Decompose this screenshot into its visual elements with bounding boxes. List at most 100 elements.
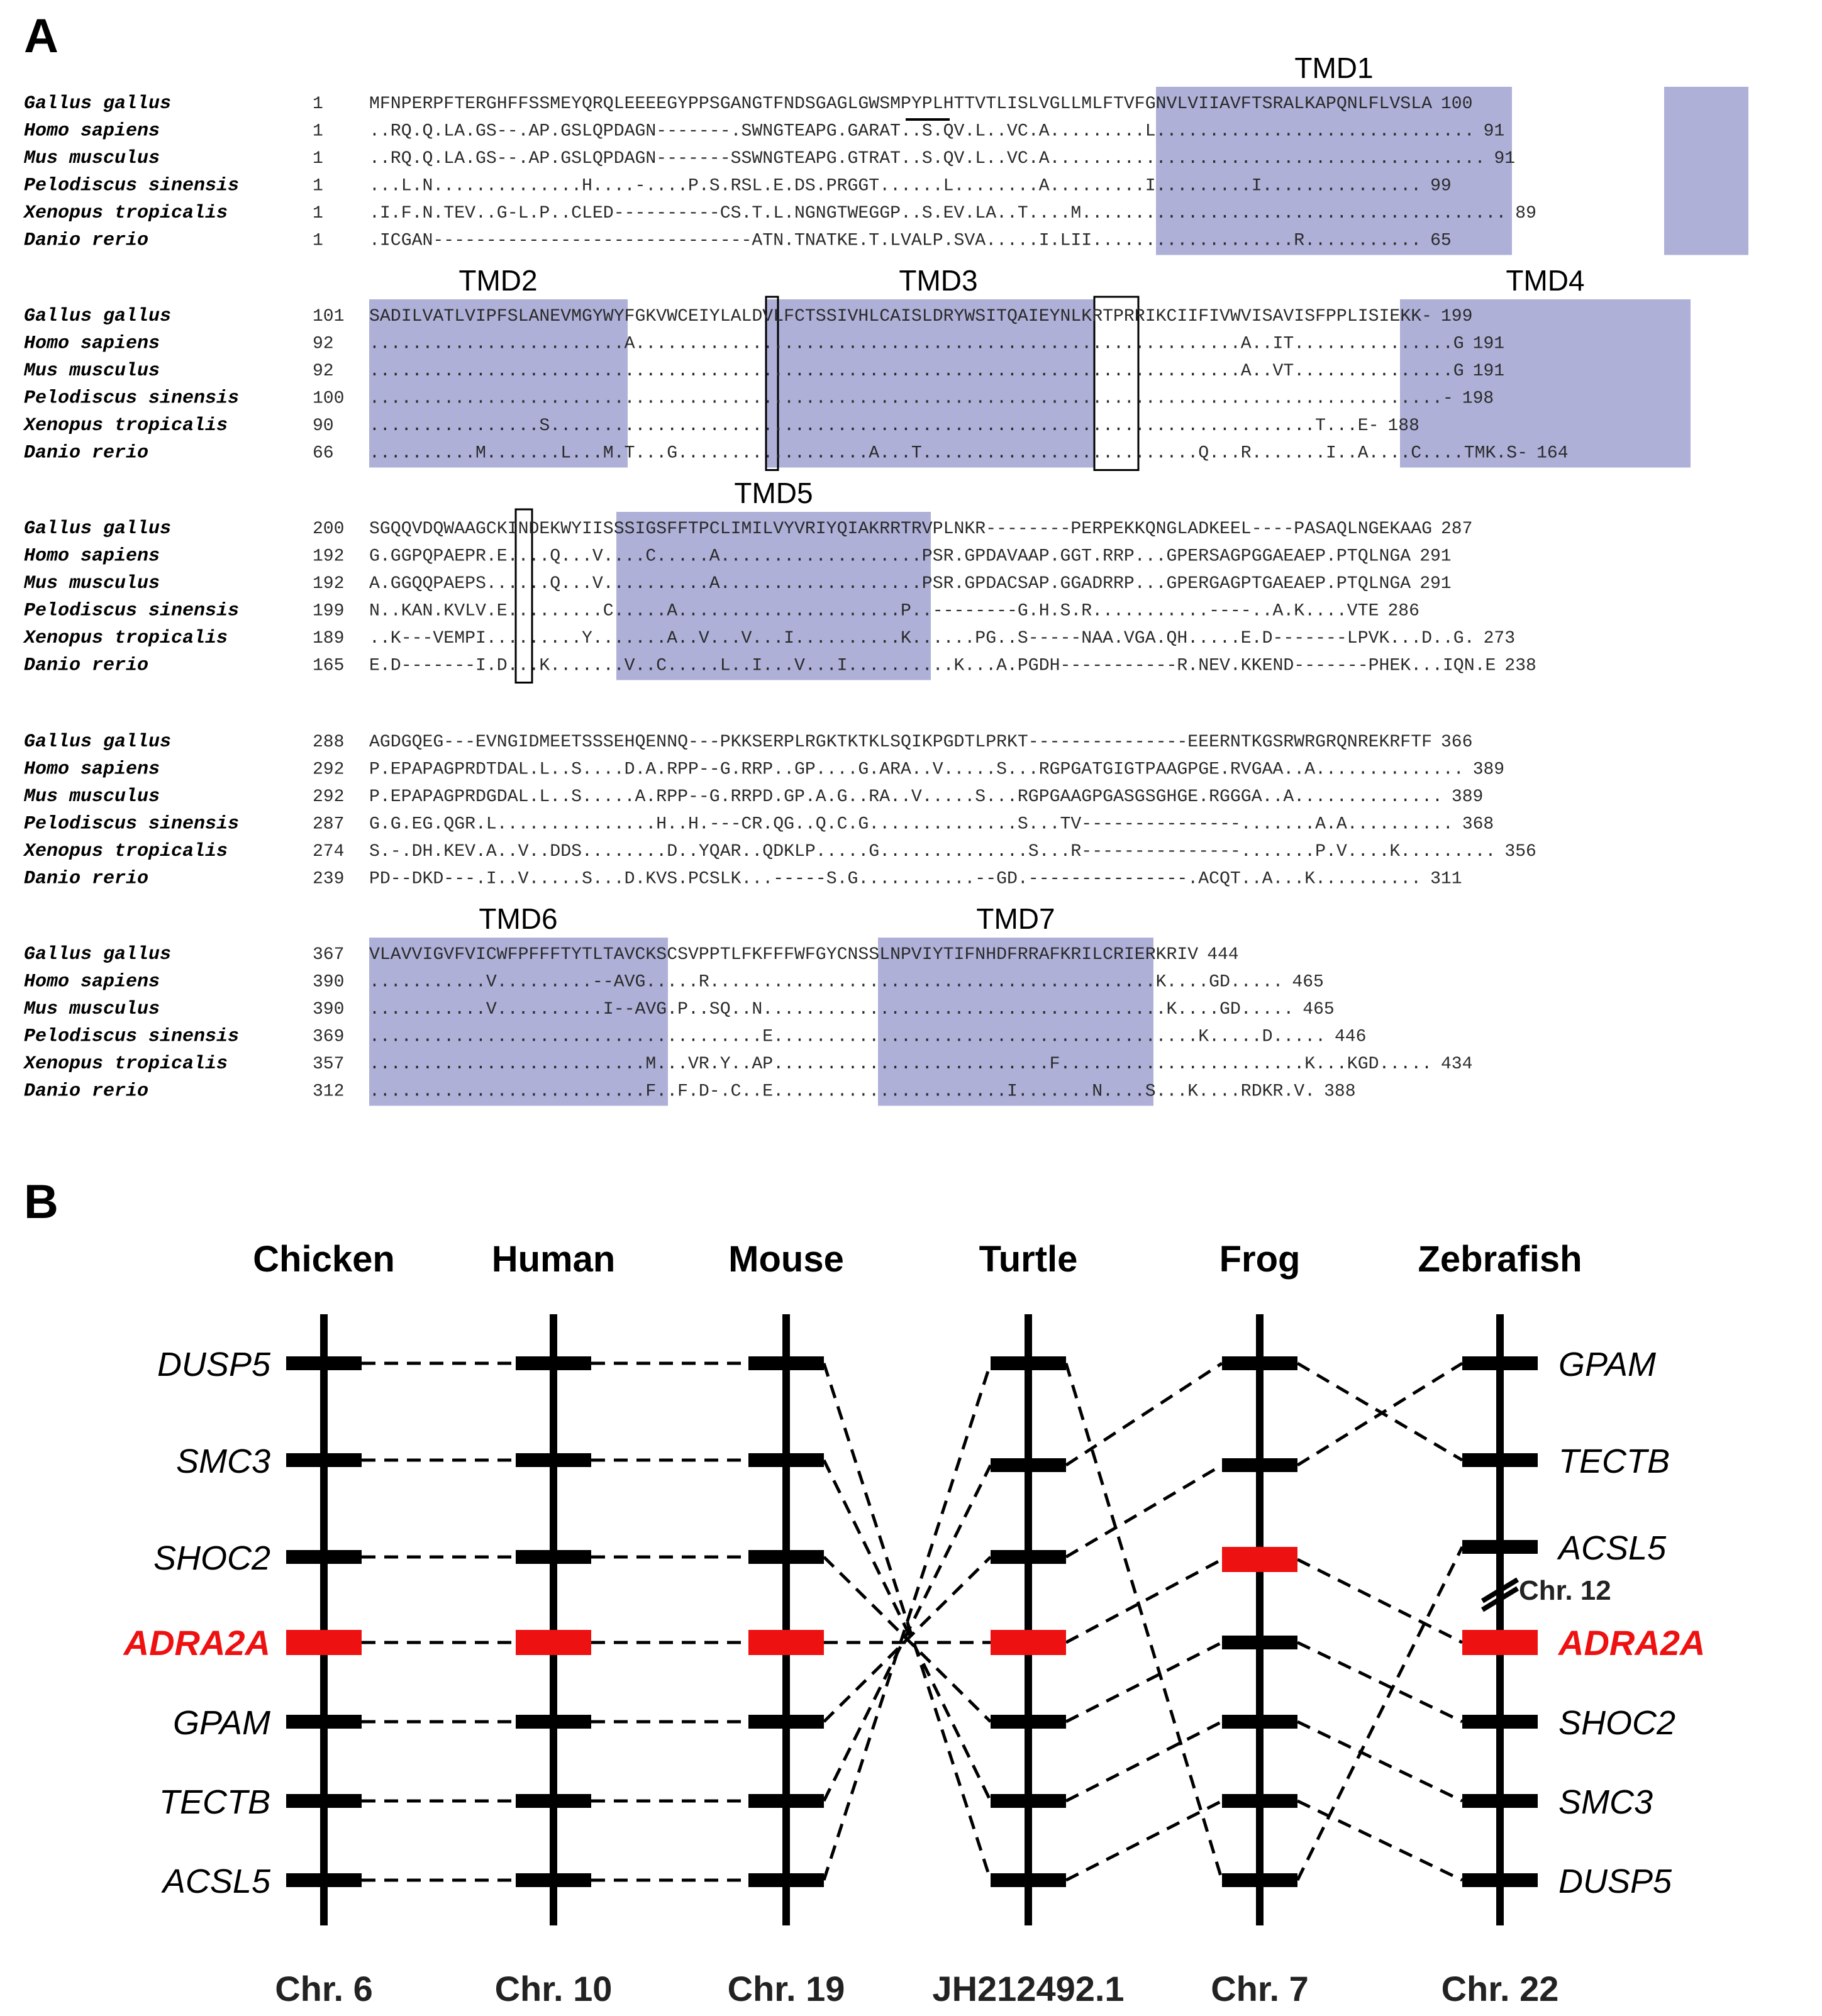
seq-end-position: 465: [1292, 973, 1323, 992]
species-name: Gallus gallus: [24, 731, 171, 753]
chromosome-label: Chr. 10: [495, 1969, 613, 2008]
seq-start-position: 199: [313, 602, 344, 621]
seq-end-position: 389: [1452, 787, 1483, 807]
seq-end-position: 273: [1484, 629, 1515, 648]
gene-label: SMC3: [1558, 1783, 1653, 1821]
gene-tick: [1462, 1540, 1538, 1554]
conserved-motif-box: [765, 296, 779, 471]
species-name: Xenopus tropicalis: [23, 628, 228, 649]
sequence-row: ........................................…: [369, 362, 1464, 381]
seq-start-position: 165: [313, 656, 344, 676]
gene-tick: [991, 1794, 1066, 1808]
tmd-label: TMD7: [976, 902, 1055, 935]
seq-start-position: 200: [313, 519, 344, 539]
seq-start-position: 369: [313, 1027, 344, 1047]
seq-end-position: 446: [1335, 1027, 1366, 1047]
sequence-row: ..........................F..F.D-.C..E..…: [369, 1082, 1315, 1102]
gene-tick: [748, 1715, 824, 1729]
seq-end-position: 434: [1441, 1055, 1472, 1074]
ortholog-link: [1296, 1799, 1464, 1882]
tmd-label: TMD3: [899, 264, 977, 297]
seq-end-position: 164: [1536, 444, 1568, 463]
species-name: Mus musculus: [23, 786, 160, 807]
conserved-motif-box: [514, 508, 533, 684]
seq-start-position: 192: [313, 547, 344, 567]
species-name: Danio rerio: [24, 655, 148, 677]
gene-label: TECTB: [159, 1783, 270, 1821]
seq-end-position: 291: [1419, 547, 1451, 567]
species-name: Pelodiscus sinensis: [24, 601, 239, 622]
seq-start-position: 287: [313, 815, 344, 834]
adra2a-marker: [286, 1630, 362, 1655]
tmd-label: TMD5: [734, 477, 813, 509]
tmd-shade: [616, 512, 931, 680]
tmd-shade: [766, 299, 1094, 468]
gene-tick: [748, 1453, 824, 1467]
gene-tick: [1462, 1715, 1538, 1729]
gene-tick: [286, 1715, 362, 1729]
adra2a-marker: [1462, 1630, 1538, 1655]
species-name: Xenopus tropicalis: [23, 1053, 228, 1075]
species-name: Homo sapiens: [24, 972, 160, 993]
tmd-shade: [878, 938, 1153, 1106]
species-name: Homo sapiens: [24, 546, 160, 567]
seq-start-position: 274: [313, 842, 344, 861]
species-name: Xenopus tropicalis: [23, 202, 228, 224]
species-name: Mus musculus: [23, 573, 160, 594]
gene-tick: [1222, 1356, 1297, 1370]
species-column-title: Zebrafish: [1418, 1239, 1582, 1280]
conserved-motif-box: [1093, 296, 1140, 471]
species-column-title: Frog: [1219, 1239, 1301, 1280]
tmd-label: TMD1: [1294, 52, 1373, 84]
axis-break-mark: [1480, 1586, 1519, 1612]
gene-tick: [516, 1356, 591, 1370]
species-name: Pelodiscus sinensis: [24, 814, 239, 835]
sequence-row: VLAVVIGVFVICWFPFFFTYTLTAVCKSCSVPPTLFKFFF…: [369, 945, 1198, 965]
sequence-row: ..........M.......L...M.T...G...........…: [369, 444, 1528, 463]
gene-tick: [1222, 1636, 1297, 1649]
species-name: Gallus gallus: [24, 93, 171, 114]
seq-start-position: 101: [313, 307, 344, 326]
gene-tick: [1462, 1453, 1538, 1467]
seq-end-position: 99: [1430, 177, 1452, 196]
species-name: Homo sapiens: [24, 333, 160, 355]
species-name: Gallus gallus: [24, 306, 171, 327]
sequence-row: ................S.......................…: [369, 416, 1379, 436]
gene-label: ACSL5: [1557, 1529, 1667, 1567]
seq-end-position: 291: [1419, 574, 1451, 594]
species-name: Mus musculus: [23, 360, 160, 382]
chromosome-label: Chr. 7: [1211, 1969, 1309, 2008]
seq-start-position: 92: [313, 362, 334, 381]
sequence-row: ...........V..........I--AVG.P..SQ..N...…: [369, 1000, 1294, 1019]
ortholog-link: [823, 1556, 992, 1723]
ortholog-link: [1065, 1799, 1223, 1882]
seq-start-position: 390: [313, 1000, 344, 1019]
gene-tick: [991, 1550, 1066, 1564]
species-name: Danio rerio: [24, 230, 148, 252]
seq-end-position: 368: [1462, 815, 1494, 834]
ortholog-link: [1296, 1641, 1464, 1724]
seq-end-position: 356: [1504, 842, 1536, 861]
sequence-row: SADILVATLVIPFSLANEVMGYWYFGKVWCEIYLALDVLF…: [369, 307, 1432, 326]
seq-start-position: 1: [313, 177, 323, 196]
seq-end-position: 465: [1303, 1000, 1334, 1019]
sequence-row: ........................A...............…: [369, 335, 1464, 354]
axis-break-mark: [1480, 1577, 1519, 1603]
gene-tick: [286, 1356, 362, 1370]
sequence-row: PD--DKD---.I..V.....S...D.KVS.PCSLK...--…: [369, 870, 1421, 889]
tmd-shade: [1664, 87, 1748, 255]
seq-start-position: 1: [313, 122, 323, 141]
adra2a-marker: [748, 1630, 824, 1655]
sequence-row: ..........................M...VR.Y..AP..…: [369, 1055, 1432, 1074]
break-chromosome-label: Chr. 12: [1519, 1575, 1611, 1606]
tmd-shade: [1156, 87, 1512, 255]
seq-start-position: 288: [313, 733, 344, 752]
gene-tick: [286, 1550, 362, 1564]
seq-end-position: 91: [1494, 149, 1516, 169]
gene-tick: [1222, 1715, 1297, 1729]
seq-end-position: 191: [1473, 335, 1504, 354]
species-name: Mus musculus: [23, 999, 160, 1020]
seq-start-position: 292: [313, 760, 344, 780]
sequence-row: G.G.EG.QGR.L...............H..H.---CR.QG…: [369, 815, 1453, 834]
seq-start-position: 312: [313, 1082, 344, 1102]
